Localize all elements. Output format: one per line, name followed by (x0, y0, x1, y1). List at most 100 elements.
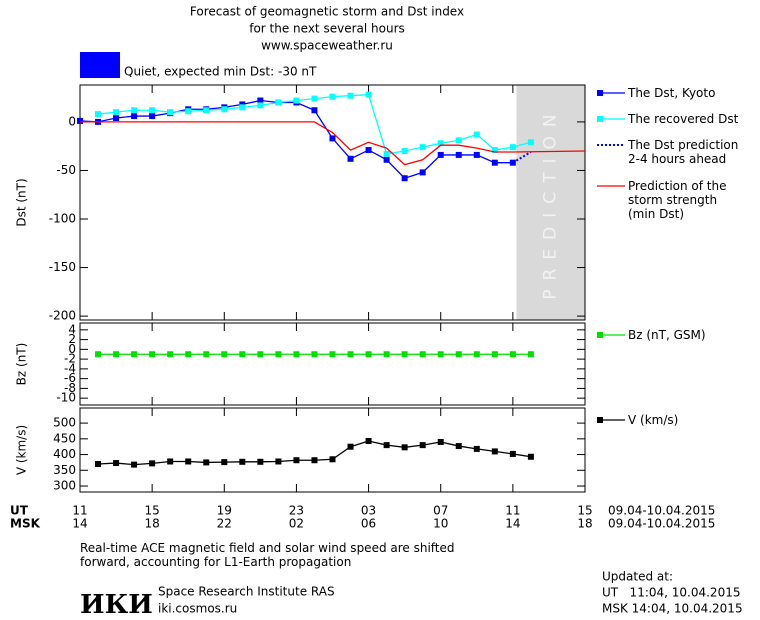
series-line (512, 151, 532, 164)
series-marker (329, 135, 336, 142)
series-marker (221, 459, 228, 466)
legend-marker (597, 116, 603, 122)
series-marker (401, 175, 408, 182)
y-tick-label: -150 (49, 260, 76, 274)
legend-label: Bz (nT, GSM) (628, 328, 706, 342)
series-marker (293, 97, 300, 104)
series-marker (419, 442, 426, 449)
y-tick-label: -100 (49, 212, 76, 226)
series-marker (455, 351, 462, 358)
series-marker (365, 438, 372, 445)
legend-label: The Dst, Kyoto (628, 86, 716, 100)
y-axis-label: V (km/s) (15, 425, 29, 475)
msk-label: MSK (10, 517, 41, 531)
series-marker (131, 107, 138, 114)
series-marker (257, 97, 264, 104)
series-marker (113, 115, 120, 122)
y-tick-label: 500 (53, 416, 76, 430)
series-marker (95, 111, 102, 118)
series-marker (167, 458, 174, 465)
y-tick-label: -200 (49, 309, 76, 323)
series-marker (131, 351, 138, 358)
x-tick-label-msk: 22 (217, 517, 232, 531)
series-marker (113, 460, 120, 467)
series-marker (257, 351, 264, 358)
legend-label: Prediction of the storm strength (min Ds… (628, 179, 727, 221)
series-marker (437, 140, 444, 147)
series-marker (95, 351, 102, 358)
series-marker (311, 351, 318, 358)
x-tick-label: 19 (217, 504, 232, 518)
series-marker (491, 147, 498, 154)
header-line: for the next several hours (249, 22, 405, 36)
prediction-shade (516, 85, 585, 320)
series-marker (509, 351, 516, 358)
series-marker (347, 351, 354, 358)
series-marker (275, 99, 282, 106)
y-tick-label: 350 (53, 463, 76, 477)
series-marker (185, 458, 192, 465)
header-line: www.spaceweather.ru (261, 39, 393, 53)
series-marker (419, 144, 426, 151)
series-marker (329, 456, 336, 463)
series-marker (239, 104, 246, 111)
y-tick-label: 0 (68, 114, 76, 128)
series-line (97, 94, 532, 155)
series-marker (329, 351, 336, 358)
series-marker (383, 156, 390, 163)
series-marker (473, 151, 480, 158)
x-tick-label: 03 (361, 504, 376, 518)
legend-label: V (km/s) (628, 413, 679, 427)
y-tick-label: -4 (64, 361, 76, 375)
series-marker (131, 113, 138, 120)
y-tick-label: -8 (64, 381, 76, 395)
series-marker (239, 351, 246, 358)
header-line: Forecast of geomagnetic storm and Dst in… (190, 5, 464, 19)
series-marker (185, 351, 192, 358)
y-tick-label: 450 (53, 431, 76, 445)
series-marker (437, 438, 444, 445)
series-marker (347, 155, 354, 162)
series-marker (473, 351, 480, 358)
series-marker (383, 150, 390, 157)
series-marker (527, 139, 534, 146)
plot-frame (79, 407, 586, 493)
series-marker (203, 351, 210, 358)
x-tick-label: 23 (289, 504, 304, 518)
x-tick-label: 11 (72, 504, 87, 518)
series-marker (149, 113, 156, 120)
y-tick-label: 400 (53, 447, 76, 461)
series-marker (491, 448, 498, 455)
y-tick-label: -2 (64, 352, 76, 366)
x-tick-label-msk: 06 (361, 517, 376, 531)
ut-label: UT (10, 504, 29, 518)
series-marker (221, 106, 228, 113)
series-marker (347, 443, 354, 450)
series-marker (149, 107, 156, 114)
series-marker (401, 351, 408, 358)
series-marker (113, 351, 120, 358)
series-marker (167, 109, 174, 116)
series-marker (437, 351, 444, 358)
series-line (79, 99, 513, 179)
series-marker (113, 109, 120, 116)
series-marker (473, 131, 480, 138)
series-marker (149, 351, 156, 358)
plot-frame (79, 322, 586, 406)
x-tick-label: 07 (433, 504, 448, 518)
series-marker (221, 351, 228, 358)
legend-marker (597, 332, 603, 338)
y-tick-label: 4 (68, 322, 76, 336)
series-marker (401, 444, 408, 451)
series-marker (419, 169, 426, 176)
x-tick-label: 15 (577, 504, 592, 518)
series-marker (383, 351, 390, 358)
series-marker (491, 159, 498, 166)
series-marker (527, 453, 534, 460)
series-marker (257, 102, 264, 109)
y-tick-label: -6 (64, 371, 76, 385)
y-tick-label: 300 (53, 479, 76, 493)
x-tick-label-msk: 14 (72, 517, 87, 531)
x-tick-label-msk: 14 (505, 517, 520, 531)
